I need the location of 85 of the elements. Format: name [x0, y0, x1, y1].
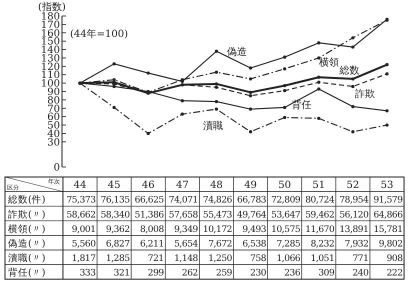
data-label: 56,120 [339, 210, 370, 220]
data-label: 9,802 [378, 240, 403, 250]
data-label: 1,285 [106, 254, 130, 264]
y-tick-label: 0 [54, 162, 60, 174]
x-tick-label: 47 [176, 180, 189, 192]
data-label: 11,670 [305, 224, 336, 235]
series-label: 瀆職 [203, 120, 224, 132]
data-label: 74,071 [168, 196, 198, 206]
series-label: 詐欺 [354, 88, 375, 100]
y-tick-label: 横領(〃) [8, 222, 46, 235]
data-label: 58,662 [66, 210, 96, 220]
data-label: 908 [386, 254, 404, 264]
annotation: (44年=100) [70, 28, 128, 40]
x-tick-label: 44 [74, 180, 86, 192]
data-label: 9,362 [106, 224, 130, 235]
data-label: 9,001 [72, 224, 96, 235]
data-label: 6,211 [140, 240, 164, 250]
x-tick-label: 53 [380, 180, 394, 192]
data-label: 8,008 [140, 224, 164, 235]
data-label: 758 [250, 254, 267, 264]
y-tick-label: 背任(〃) [8, 266, 46, 279]
data-label: 13,891 [339, 224, 368, 235]
data-label: 64,866 [373, 210, 404, 220]
data-label: 7,672 [208, 240, 232, 250]
data-label: 66,783 [237, 196, 267, 206]
data-label: 721 [148, 254, 164, 264]
data-label: 59,462 [305, 210, 334, 220]
data-label: 75,373 [66, 196, 96, 206]
x-tick-label: 46 [142, 180, 155, 192]
data-label: 58,340 [100, 210, 130, 220]
data-label: 240 [352, 268, 370, 279]
series-label: 総数 [338, 64, 360, 77]
data-label: 7,285 [276, 240, 301, 250]
data-label: 76,135 [100, 196, 130, 206]
data-label: 771 [352, 254, 368, 264]
y-tick-label: 偽造(〃) [8, 238, 46, 250]
data-label: 236 [284, 268, 301, 279]
data-label: 57,658 [168, 210, 199, 220]
x-tick-label: 51 [312, 180, 326, 192]
data-label: 72,809 [271, 196, 301, 206]
x-tick-label: 52 [346, 180, 360, 192]
data-label: 53,647 [271, 210, 301, 220]
data-label: 49,764 [237, 210, 267, 220]
data-label: 259 [216, 268, 233, 279]
y-axis-title: (指数) [38, 1, 66, 13]
data-label: 222 [386, 268, 403, 279]
series-label: 偽造 [226, 46, 247, 58]
data-label: 262 [182, 268, 198, 279]
data-label: 5,560 [72, 240, 96, 250]
data-label: 9,493 [242, 224, 267, 235]
data-label: 1,250 [208, 254, 233, 264]
y-tick-label: 総数(件) [7, 194, 46, 206]
y-tick-label: 詐欺(〃) [8, 208, 46, 220]
x-tick-label: 45 [108, 180, 120, 192]
x-tick-label: 49 [244, 180, 257, 192]
data-label: 55,473 [202, 210, 233, 220]
data-label: 8,232 [310, 240, 334, 250]
series-label: 横領 [319, 56, 340, 68]
data-label: 6,538 [242, 240, 267, 250]
y-tick-label: 30 [47, 137, 60, 148]
data-label: 7,932 [344, 240, 368, 250]
data-label: 91,579 [373, 196, 404, 206]
y-tick-label: 瀆職(〃) [8, 252, 46, 264]
data-label: 10,172 [202, 224, 232, 235]
data-label: 309 [318, 268, 335, 279]
data-label: 74,826 [202, 196, 233, 206]
data-label: 333 [80, 268, 96, 279]
data-label: 10,575 [271, 224, 301, 235]
data-label: 78,954 [339, 196, 370, 206]
data-label: 66,625 [134, 196, 164, 206]
data-label: 1,051 [310, 254, 334, 264]
data-label: 9,349 [174, 224, 199, 235]
data-label: 15,781 [373, 224, 403, 235]
data-label: 51,386 [134, 210, 164, 220]
data-label: 1,148 [174, 254, 199, 264]
data-label: 321 [114, 268, 130, 279]
data-label: 5,654 [174, 240, 199, 250]
data-label: 230 [250, 268, 267, 279]
data-label: 6,827 [106, 240, 130, 250]
data-label: 1,817 [72, 254, 96, 264]
x-tick-label: 50 [278, 180, 292, 192]
data-label: 80,724 [305, 196, 336, 206]
data-label: 299 [148, 268, 164, 279]
x-tick-label: 48 [210, 180, 223, 192]
data-label: 1,066 [276, 254, 301, 264]
